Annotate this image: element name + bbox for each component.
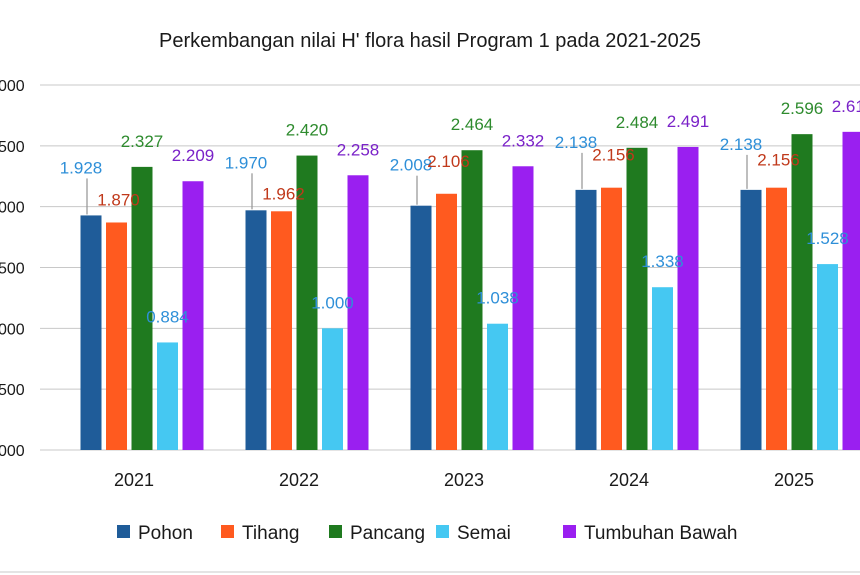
- data-label-tihang-2023: 2.106: [427, 152, 470, 171]
- bar-tumbuhan-bawah-2024: [677, 146, 699, 450]
- y-tick-label: 000: [0, 443, 25, 460]
- x-axis-ticks: 2021 2022 2023 2024 2025: [114, 470, 814, 490]
- bar-pancang-2022: [296, 155, 318, 451]
- y-tick-label: 000: [0, 78, 25, 95]
- legend-label-pancang: Pancang: [350, 523, 425, 544]
- data-labels: 1.928 1.970 2.008 2.138 2.138 1.870 1.962 2.106…: [60, 97, 860, 327]
- x-tick-label: 2025: [774, 470, 814, 490]
- data-label-pancang-2024: 2.484: [616, 113, 659, 132]
- bar-tumbuhan-bawah-2025: [842, 131, 860, 450]
- data-label-tumbuhan-bawah-2021: 2.209: [172, 146, 215, 165]
- x-tick-label: 2023: [444, 470, 484, 490]
- bar-tihang-2023: [436, 193, 457, 450]
- bar-semai-2025: [817, 264, 838, 450]
- data-label-pancang-2025: 2.596: [781, 99, 824, 118]
- bar-pohon-2025: [740, 189, 762, 451]
- bar-tihang-2022: [271, 211, 292, 450]
- data-label-semai-2023: 1.038: [476, 289, 519, 308]
- bar-tihang-2024: [601, 187, 622, 451]
- data-label-pancang-2022: 2.420: [286, 121, 329, 140]
- y-axis-ticks: 000 500 000 500 000 500 000: [0, 78, 25, 460]
- data-label-semai-2021: 0.884: [146, 307, 189, 326]
- data-label-tihang-2024: 2.156: [592, 146, 635, 165]
- bar-pancang-2023: [461, 150, 483, 451]
- data-label-pancang-2021: 2.327: [121, 132, 164, 151]
- bar-pohon-2021: [80, 215, 102, 450]
- x-tick-label: 2021: [114, 470, 154, 490]
- y-tick-label: 500: [0, 382, 25, 399]
- data-label-tumbuhan-bawah-2024: 2.491: [667, 112, 710, 131]
- bars: [80, 131, 860, 451]
- bar-tumbuhan-bawah-2021: [182, 181, 204, 450]
- data-label-pohon-2021: 1.928: [60, 158, 103, 177]
- y-tick-label: 500: [0, 261, 25, 278]
- bar-tihang-2021: [106, 222, 127, 450]
- chart-title: Perkembangan nilai H' flora hasil Progra…: [159, 30, 701, 52]
- data-label-tumbuhan-bawah-2022: 2.258: [337, 140, 380, 159]
- data-label-pohon-2025: 2.138: [720, 135, 763, 154]
- bar-semai-2021: [157, 342, 178, 450]
- data-label-tihang-2022: 1.962: [262, 184, 305, 203]
- legend: Pohon Tihang Pancang Semai Tumbuhan Bawah: [117, 523, 738, 544]
- x-tick-label: 2024: [609, 470, 649, 490]
- bar-semai-2024: [652, 287, 673, 450]
- legend-label-tihang: Tihang: [242, 523, 299, 544]
- data-label-tihang-2021: 1.870: [97, 190, 140, 209]
- data-label-pohon-2022: 1.970: [225, 153, 268, 172]
- data-label-pohon-2024: 2.138: [555, 133, 598, 152]
- legend-swatch-pancang: [329, 525, 342, 538]
- legend-swatch-tihang: [221, 525, 234, 538]
- bar-semai-2023: [487, 323, 508, 450]
- bar-pancang-2025: [791, 134, 813, 451]
- label-leaders: [86, 152, 748, 215]
- data-label-pohon-2023: 2.008: [390, 156, 433, 175]
- y-tick-label: 000: [0, 321, 25, 338]
- bar-pohon-2024: [575, 189, 597, 451]
- bar-tumbuhan-bawah-2022: [347, 175, 369, 450]
- bar-pohon-2023: [410, 205, 432, 450]
- data-label-semai-2024: 1.338: [641, 252, 684, 271]
- data-label-semai-2022: 1.000: [311, 293, 354, 312]
- x-tick-label: 2022: [279, 470, 319, 490]
- legend-swatch-pohon: [117, 525, 130, 538]
- legend-label-semai: Semai: [457, 523, 511, 544]
- bar-pancang-2021: [131, 166, 153, 451]
- y-tick-label: 500: [0, 139, 25, 156]
- bar-tumbuhan-bawah-2023: [512, 166, 534, 451]
- bar-pancang-2024: [626, 147, 648, 450]
- y-tick-label: 000: [0, 200, 25, 217]
- bar-tihang-2025: [766, 187, 787, 451]
- data-label-tumbuhan-bawah-2025: 2.615: [832, 97, 860, 116]
- data-label-pancang-2023: 2.464: [451, 115, 494, 134]
- legend-label-tumbuhan-bawah: Tumbuhan Bawah: [584, 523, 738, 544]
- legend-label-pohon: Pohon: [138, 523, 193, 544]
- bar-semai-2022: [322, 328, 343, 450]
- legend-swatch-tumbuhan-bawah: [563, 525, 576, 538]
- legend-swatch-semai: [436, 525, 449, 538]
- bar-pohon-2022: [245, 210, 267, 450]
- data-label-semai-2025: 1.528: [806, 229, 849, 248]
- data-label-tumbuhan-bawah-2023: 2.332: [502, 131, 545, 150]
- data-label-tihang-2025: 2.156: [757, 151, 800, 170]
